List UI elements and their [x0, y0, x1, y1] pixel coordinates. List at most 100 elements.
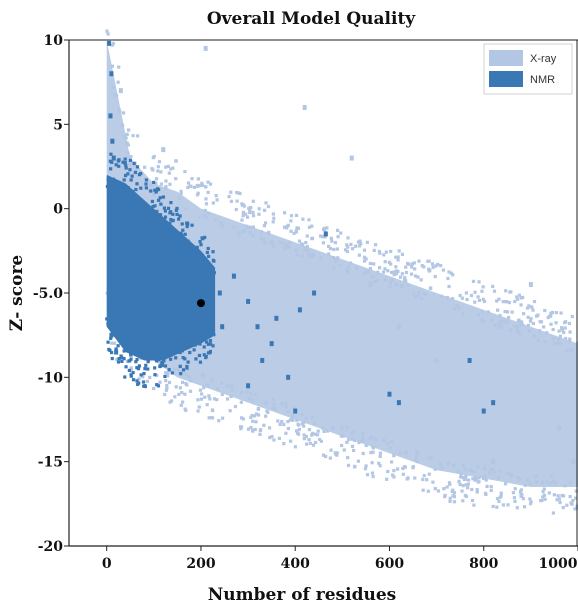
data-point — [525, 306, 530, 310]
data-point — [389, 460, 394, 464]
data-point — [470, 487, 474, 492]
series-band-1 — [106, 174, 216, 361]
data-point — [386, 441, 390, 446]
data-point — [185, 224, 189, 229]
data-point — [469, 293, 474, 298]
data-point — [554, 480, 558, 485]
data-point — [413, 274, 418, 278]
data-point — [310, 433, 314, 437]
data-point — [181, 368, 186, 372]
data-point — [550, 310, 554, 315]
data-point — [250, 398, 255, 402]
data-point — [251, 233, 255, 237]
data-point — [172, 350, 176, 354]
data-point — [376, 270, 380, 274]
data-point — [300, 412, 304, 417]
outlier-point — [109, 332, 114, 338]
data-point — [263, 221, 268, 225]
data-point — [190, 247, 195, 251]
data-point — [477, 313, 481, 317]
data-point — [183, 357, 187, 361]
data-point — [378, 464, 382, 468]
legend-swatch-xray — [489, 50, 523, 66]
data-point — [184, 408, 188, 412]
data-point — [144, 363, 148, 367]
data-point — [497, 476, 501, 480]
data-point — [107, 347, 111, 352]
data-point — [251, 214, 256, 218]
data-point — [120, 359, 124, 363]
data-point — [536, 313, 540, 317]
data-point — [131, 134, 135, 138]
data-point — [264, 414, 268, 418]
data-point — [122, 178, 126, 182]
data-point — [565, 503, 569, 507]
data-point — [325, 429, 330, 433]
data-point — [169, 200, 173, 205]
data-point — [431, 265, 435, 269]
data-point — [461, 499, 465, 503]
data-point — [219, 223, 223, 227]
outlier-point — [387, 391, 392, 397]
data-point — [206, 246, 210, 251]
data-point — [552, 493, 556, 497]
data-point — [349, 261, 353, 265]
data-point — [212, 271, 216, 275]
data-point — [139, 171, 143, 176]
data-point — [397, 249, 401, 253]
data-point — [211, 258, 215, 262]
data-point — [557, 329, 561, 333]
data-point — [225, 397, 230, 401]
data-point — [114, 347, 118, 351]
data-point — [164, 165, 168, 169]
data-point — [198, 239, 202, 244]
data-point — [180, 349, 184, 353]
data-point — [528, 502, 533, 506]
data-point — [574, 496, 578, 500]
data-point — [180, 390, 184, 395]
data-point — [517, 293, 521, 297]
data-point — [154, 359, 159, 363]
data-point — [527, 329, 531, 333]
data-point — [436, 262, 440, 267]
data-point — [310, 416, 314, 420]
data-point — [283, 246, 287, 250]
data-point — [549, 314, 553, 318]
data-point — [241, 210, 245, 215]
data-point — [412, 292, 416, 296]
data-point — [463, 467, 467, 471]
data-point — [381, 270, 386, 274]
data-point — [353, 244, 358, 248]
data-point — [272, 216, 276, 220]
data-point — [455, 304, 460, 308]
data-point — [129, 357, 133, 361]
data-point — [129, 155, 133, 159]
data-point — [178, 364, 182, 368]
data-point — [439, 294, 444, 298]
data-point — [537, 329, 542, 333]
data-point — [304, 434, 308, 439]
x-axis-ticks: 0 200 400 600 800 1000 — [102, 546, 578, 572]
data-point — [365, 473, 370, 477]
data-point — [388, 281, 392, 285]
data-point — [206, 351, 211, 355]
data-point — [346, 245, 350, 249]
data-point — [159, 182, 164, 186]
data-point — [159, 202, 163, 206]
data-point — [513, 487, 517, 491]
data-point — [499, 494, 503, 498]
data-point — [389, 249, 393, 254]
data-point — [153, 366, 157, 370]
data-point — [505, 310, 510, 314]
data-point — [307, 225, 312, 229]
data-point — [310, 224, 314, 228]
data-point — [350, 444, 355, 448]
outlier-point — [109, 71, 114, 77]
data-point — [164, 179, 168, 183]
data-point — [398, 275, 403, 279]
data-point — [382, 253, 386, 257]
data-point — [452, 463, 456, 467]
data-point — [124, 136, 128, 140]
data-point — [569, 481, 573, 485]
